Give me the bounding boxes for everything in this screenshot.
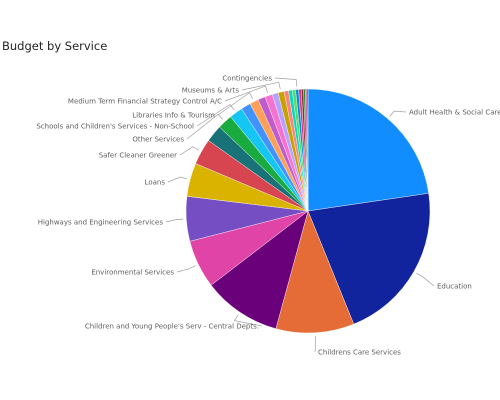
- slice-label: Adult Health & Social Care: [409, 109, 500, 117]
- slice-label: Medium Term Financial Strategy Control A…: [68, 98, 222, 106]
- chart-title: Budget by Service: [2, 39, 108, 53]
- slice-label: Schools and Children's Services - Non-Sc…: [36, 123, 194, 131]
- pie-slice-adult-health-social-care[interactable]: [307, 88, 429, 212]
- slice-label: Libraries Info & Tourism: [132, 112, 215, 120]
- slice-label: Contingencies: [222, 75, 272, 83]
- slice-label: Children and Young People's Serv - Centr…: [85, 323, 259, 331]
- leader-line: [217, 92, 254, 116]
- slice-label: Childrens Care Services: [318, 349, 401, 357]
- leader-line: [224, 85, 269, 102]
- leader-line: [241, 81, 281, 91]
- pie-slices: [185, 88, 431, 334]
- leader-line: [416, 272, 435, 287]
- slice-label: Other Services: [132, 136, 184, 144]
- leader-line: [167, 176, 188, 183]
- leader-line: [165, 218, 184, 223]
- slice-label: Safer Cleaner Greener: [99, 152, 177, 160]
- slice-label: Museums & Arts: [182, 87, 240, 95]
- label-leaders: [165, 77, 435, 353]
- slice-label: Environmental Services: [91, 269, 174, 277]
- leader-line: [176, 265, 196, 273]
- leader-line: [274, 77, 298, 87]
- slice-label: Highways and Engineering Services: [38, 219, 164, 227]
- leader-line: [179, 146, 199, 156]
- pie-slice-unlabeled-25[interactable]: [306, 88, 309, 212]
- pie-slice-education[interactable]: [307, 193, 431, 325]
- pie-slice-children-and-young-people-s-serv-central-depts[interactable]: [210, 210, 309, 329]
- leader-line: [233, 314, 263, 327]
- leader-line: [314, 335, 317, 353]
- pie-slice-childrens-care-services[interactable]: [275, 210, 354, 334]
- leader-line: [186, 113, 224, 140]
- slice-label: Loans: [145, 179, 166, 187]
- leader-line: [196, 104, 235, 127]
- slice-labels: Adult Health & Social Care Education Child…: [36, 75, 500, 357]
- slice-label: Education: [437, 283, 472, 291]
- leader-line: [389, 110, 407, 117]
